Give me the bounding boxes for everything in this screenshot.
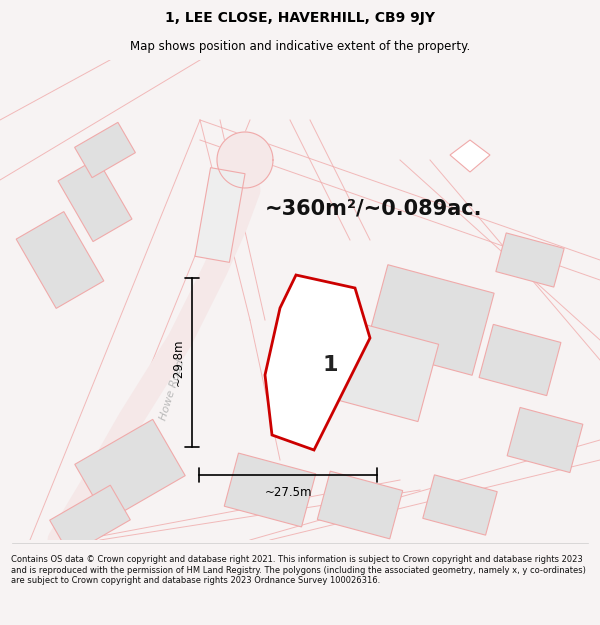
Polygon shape: [224, 453, 316, 527]
Polygon shape: [496, 233, 564, 287]
Polygon shape: [265, 275, 370, 450]
Polygon shape: [423, 475, 497, 535]
Polygon shape: [16, 212, 104, 308]
Polygon shape: [507, 408, 583, 472]
Text: ~360m²/~0.089ac.: ~360m²/~0.089ac.: [265, 198, 482, 218]
Polygon shape: [195, 168, 245, 262]
Text: 1: 1: [322, 355, 338, 375]
Polygon shape: [50, 485, 130, 555]
Polygon shape: [58, 159, 132, 241]
Polygon shape: [217, 132, 273, 188]
Text: ~27.5m: ~27.5m: [264, 486, 312, 499]
Polygon shape: [366, 265, 494, 375]
Text: Contains OS data © Crown copyright and database right 2021. This information is : Contains OS data © Crown copyright and d…: [11, 555, 586, 585]
Polygon shape: [322, 318, 439, 422]
Text: ~29.8m: ~29.8m: [172, 339, 185, 386]
Polygon shape: [74, 122, 136, 177]
Polygon shape: [479, 324, 561, 396]
Polygon shape: [75, 419, 185, 521]
Polygon shape: [450, 140, 490, 172]
Polygon shape: [317, 471, 403, 539]
Text: Howe Road: Howe Road: [158, 358, 186, 422]
Text: 1, LEE CLOSE, HAVERHILL, CB9 9JY: 1, LEE CLOSE, HAVERHILL, CB9 9JY: [165, 11, 435, 25]
Text: Map shows position and indicative extent of the property.: Map shows position and indicative extent…: [130, 40, 470, 53]
